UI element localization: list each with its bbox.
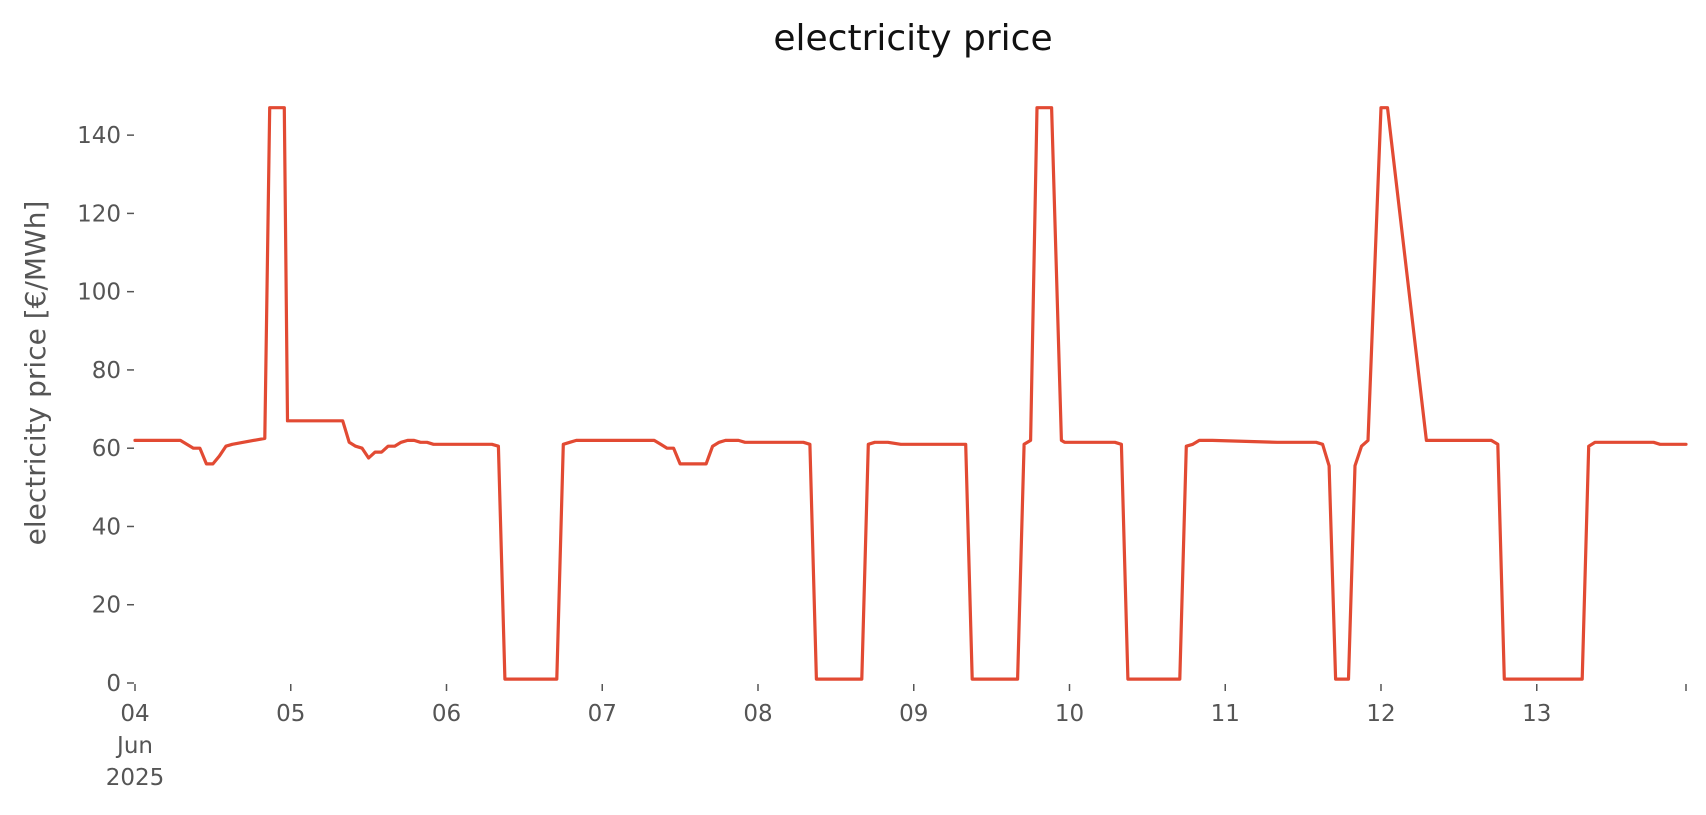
x-tick-label: 08 — [743, 701, 772, 727]
y-tick-label: 0 — [106, 671, 121, 697]
y-tick-label: 80 — [92, 358, 121, 384]
x-tick-label: 06 — [432, 701, 461, 727]
x-tick-label: 09 — [899, 701, 928, 727]
y-tick-label: 140 — [77, 123, 121, 149]
chart-title: electricity price — [773, 18, 1052, 59]
y-tick-label: 100 — [77, 280, 121, 306]
x-tick-label: 10 — [1055, 701, 1084, 727]
x-tick-label: 11 — [1211, 701, 1240, 727]
y-axis-label: electricity price [€/MWh] — [19, 201, 52, 546]
x-tick-label: 04 — [120, 701, 149, 727]
y-tick-label: 20 — [92, 593, 121, 619]
x-tick-label: 05 — [276, 701, 305, 727]
y-tick-label: 120 — [77, 201, 121, 227]
y-tick-label: 60 — [92, 436, 121, 462]
x-tick-label: 12 — [1366, 701, 1395, 727]
x-tick-label: 13 — [1522, 701, 1551, 727]
y-axis: 0 20 40 60 80 100 120 140 — [77, 123, 134, 697]
plot-area — [133, 106, 1688, 681]
x-axis: 04 Jun 2025 05 06 07 08 09 10 11 12 13 — [106, 684, 1687, 791]
y-tick-label: 40 — [92, 514, 121, 540]
x-tick-label: 07 — [588, 701, 617, 727]
x-tick-sublabel: 2025 — [106, 765, 165, 791]
price-series-line — [133, 106, 1688, 681]
x-tick-sublabel: Jun — [115, 733, 153, 759]
